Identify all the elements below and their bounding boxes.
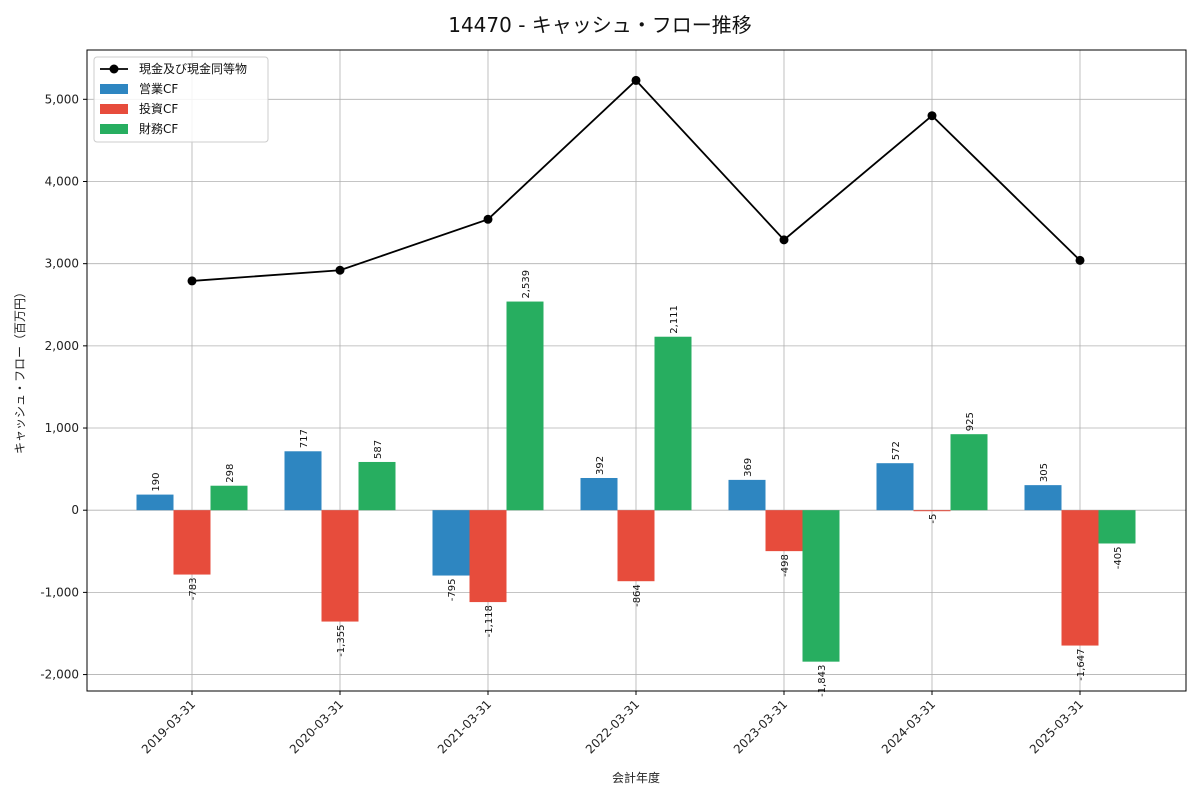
y-tick-label: -2,000 [40,668,79,682]
bar-value-label: -1,118 [484,605,495,637]
grid-lines [87,50,1186,691]
bar-value-label: 369 [743,458,754,477]
x-axis: 2019-03-31 2020-03-31 2021-03-31 2022-03-31… [139,691,1086,756]
y-tick-label: -1,000 [40,585,79,599]
bar-投資CF [321,510,359,622]
cash-equivalents-point [631,75,641,85]
bar-value-label: 587 [373,440,384,459]
bar-value-label: -864 [632,584,643,607]
y-tick-label: 2,000 [45,339,79,353]
legend-bar-swatch [100,84,128,94]
bar-営業CF [728,479,766,511]
y-axis: -2,000 -1,000 0 1,000 2,000 3,000 4,000 5,000 [40,92,87,682]
bar-財務CF [654,336,692,511]
bar-投資CF [469,510,507,603]
x-tick-label: 2023-03-31 [731,697,790,756]
cash-equivalents-point [779,235,789,245]
legend-label: 現金及び現金同等物 [139,61,247,76]
bar-value-label: 925 [965,412,976,431]
cash-equivalents-point [187,276,197,286]
bar-value-label: 392 [595,456,606,475]
legend-label: 財務CF [139,121,178,136]
bar-投資CF [913,510,951,512]
cash-line-group [187,75,1085,286]
bar-投資CF [173,510,211,575]
legend-label: 営業CF [139,82,178,96]
bar-営業CF [1024,485,1062,511]
x-tick-label: 2019-03-31 [139,697,198,756]
bar-営業CF [876,463,914,511]
legend-bar-swatch [100,124,128,134]
cash-equivalents-point [483,214,493,224]
x-tick-label: 2025-03-31 [1027,697,1086,756]
bar-value-label: -783 [188,578,199,601]
x-tick-label: 2024-03-31 [879,697,938,756]
bar-value-label: -795 [447,579,458,602]
bar-投資CF [1061,510,1099,646]
bar-営業CF [284,451,322,511]
bar-value-label: 305 [1039,463,1050,482]
bar-value-label: 190 [151,472,162,491]
x-axis-title: 会計年度 [612,770,660,785]
bar-value-label: 2,111 [669,305,680,334]
cash-equivalents-point [927,111,937,121]
bar-value-label: -498 [780,554,791,577]
bars-group: 190 717 -795 392 369 572 305 -783 -1,355 -1,118 -8… [136,270,1136,697]
bar-財務CF [506,301,544,511]
bar-財務CF [950,434,988,511]
legend-marker [109,64,119,74]
bar-value-label: 298 [225,464,236,483]
bar-value-label: 572 [891,441,902,460]
x-tick-label: 2020-03-31 [287,697,346,756]
cash-equivalents-point [335,265,345,275]
bar-営業CF [580,477,618,511]
bar-投資CF [617,510,655,582]
x-tick-label: 2021-03-31 [435,697,494,756]
cash-equivalents-point [1075,255,1085,265]
x-tick-label: 2022-03-31 [583,697,642,756]
bar-value-label: -1,843 [817,665,828,697]
y-tick-label: 3,000 [45,257,79,271]
y-tick-label: 4,000 [45,174,79,188]
chart-title: 14470 - キャッシュ・フロー推移 [448,13,752,37]
bar-財務CF [358,461,396,511]
bar-財務CF [210,485,248,511]
y-tick-label: 5,000 [45,92,79,106]
legend-box [93,56,269,143]
bar-営業CF [432,510,470,576]
bar-value-label: 717 [299,429,310,448]
bar-value-label: -405 [1113,546,1124,569]
y-axis-title: キャッシュ・フロー（百万円） [13,286,27,454]
bar-value-label: 2,539 [521,270,532,299]
y-tick-label: 0 [71,503,79,517]
bar-value-label: -1,355 [336,625,347,657]
bar-財務CF [1098,510,1136,544]
bar-営業CF [136,494,174,511]
legend-label: 投資CF [139,101,178,116]
bar-value-label: -1,647 [1076,649,1087,681]
bar-投資CF [765,510,803,552]
bar-value-label: -5 [928,514,939,524]
y-tick-label: 1,000 [45,421,79,435]
bar-財務CF [802,510,840,662]
legend-bar-swatch [100,104,128,114]
